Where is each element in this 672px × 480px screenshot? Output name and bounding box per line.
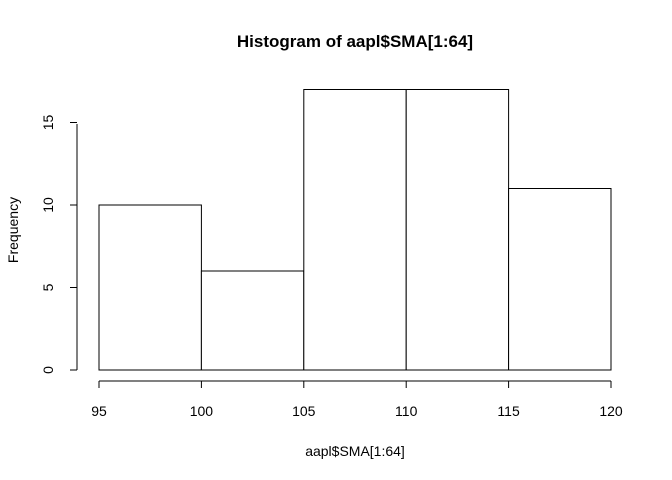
- y-axis-label: Frequency: [5, 197, 21, 263]
- y-tick-label-0: 0: [40, 366, 56, 374]
- y-ticks-group: 0 5 10 15: [40, 115, 77, 374]
- x-tick-label-4: 115: [497, 403, 520, 419]
- x-tick-label-2: 105: [292, 403, 316, 419]
- y-tick-label-3: 15: [40, 115, 56, 131]
- histogram-bar-3: [405, 89, 510, 371]
- x-tick-label-0: 95: [91, 403, 107, 419]
- histogram-bar-0: [98, 204, 202, 371]
- y-tick-label-1: 5: [40, 283, 56, 291]
- x-tick-label-5: 120: [599, 403, 623, 419]
- x-tick-label-3: 110: [395, 403, 418, 419]
- x-tick-label-1: 100: [190, 403, 214, 419]
- histogram-bar-2: [303, 89, 407, 371]
- chart-title: Histogram of aapl$SMA[1:64]: [237, 32, 473, 51]
- histogram-bar-4: [508, 188, 612, 371]
- bars-group: [98, 89, 612, 371]
- y-tick-label-2: 10: [40, 197, 56, 213]
- histogram-bar-1: [200, 270, 305, 371]
- x-ticks-group: 95 100 105 110 115 120: [91, 381, 623, 419]
- x-axis-label: aapl$SMA[1:64]: [305, 443, 405, 459]
